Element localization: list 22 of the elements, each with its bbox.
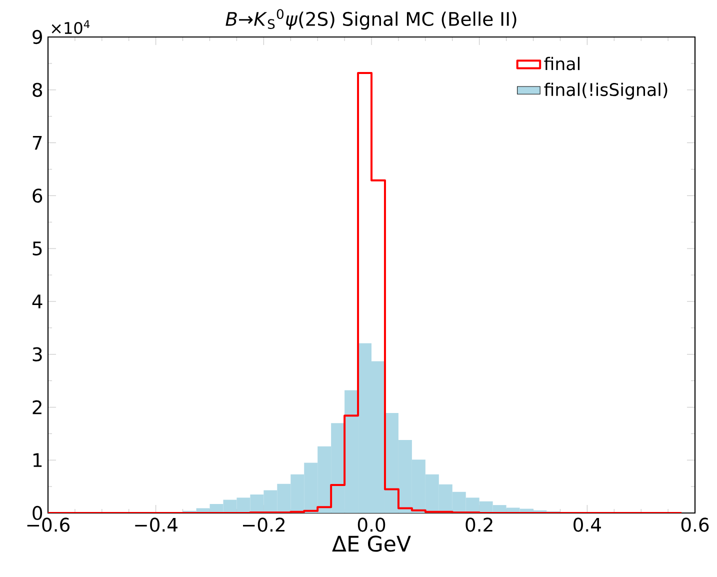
y-tick-label: 2 [32, 400, 42, 414]
x-tick-label: −0.2 [242, 518, 284, 532]
y-tick-label: 4 [32, 294, 42, 308]
x-tick-label: 0.2 [466, 518, 492, 532]
y-tick-label: 1 [33, 453, 42, 467]
y-tick-label: 9 [32, 30, 42, 44]
y-tick-label: 6 [32, 188, 42, 203]
y-tick-label: 3 [32, 347, 42, 362]
text: ×10$^{4}$ [52, 20, 90, 34]
y-tick-label: 0 [32, 506, 42, 520]
x-tick-label: 0.0 [358, 518, 386, 532]
x-tick-label: 0.6 [681, 518, 709, 532]
legend-label: final(!isSignal) [544, 82, 668, 100]
x-tick-label: −0.6 [27, 518, 70, 532]
x-tick-label: −0.4 [135, 518, 178, 532]
legend-label: final [544, 56, 580, 70]
y-tick-label: 7 [32, 136, 42, 150]
y-tick-label: 8 [32, 82, 42, 97]
x-axis-title: ΔE GeV [332, 536, 411, 552]
chart-title: B→K$_{S}$$^{0}$ψ(2S) Signal MC (Belle II) [226, 9, 516, 30]
y-tick-label: 5 [32, 242, 42, 256]
x-tick-label: 0.4 [574, 518, 601, 532]
